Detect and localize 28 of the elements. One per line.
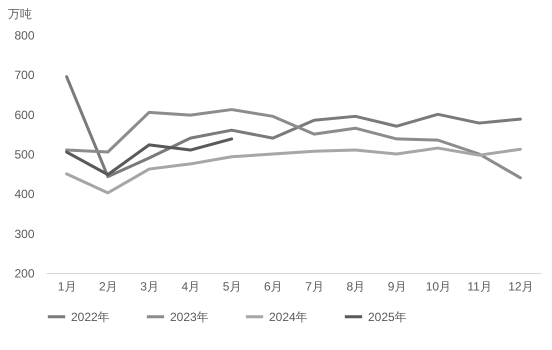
x-tick-label: 9月	[388, 280, 406, 294]
x-tick-label: 5月	[222, 280, 242, 294]
legend-label: 2023年	[170, 310, 209, 324]
y-axis-title: 万吨	[8, 7, 32, 21]
y-tick-label: 200	[14, 266, 35, 280]
y-tick-label: 400	[14, 187, 35, 202]
legend-label: 2024年	[269, 310, 308, 324]
legend-label: 2022年	[71, 310, 110, 324]
x-tick-label: 8月	[346, 280, 366, 294]
y-tick-label: 500	[14, 148, 35, 162]
y-tick-label: 300	[14, 226, 35, 241]
line-series	[65, 108, 522, 180]
legend-label: 2025年	[368, 310, 407, 324]
line-series	[65, 75, 522, 178]
x-tick-label: 11月	[467, 280, 492, 294]
line-series	[65, 146, 522, 194]
x-tick-label: 12月	[508, 280, 534, 294]
x-tick-label: 7月	[305, 280, 324, 294]
x-tick-label: 3月	[140, 280, 159, 294]
x-tick-label: 2月	[99, 280, 118, 294]
line-series	[65, 137, 234, 176]
y-tick-label: 700	[14, 68, 35, 82]
x-tick-label: 1月	[58, 280, 76, 294]
y-tick-label: 600	[14, 108, 35, 122]
x-tick-label: 10月	[426, 280, 452, 294]
x-tick-label: 6月	[264, 280, 283, 294]
x-tick-label: 4月	[182, 280, 200, 294]
y-tick-label: 800	[14, 28, 35, 42]
